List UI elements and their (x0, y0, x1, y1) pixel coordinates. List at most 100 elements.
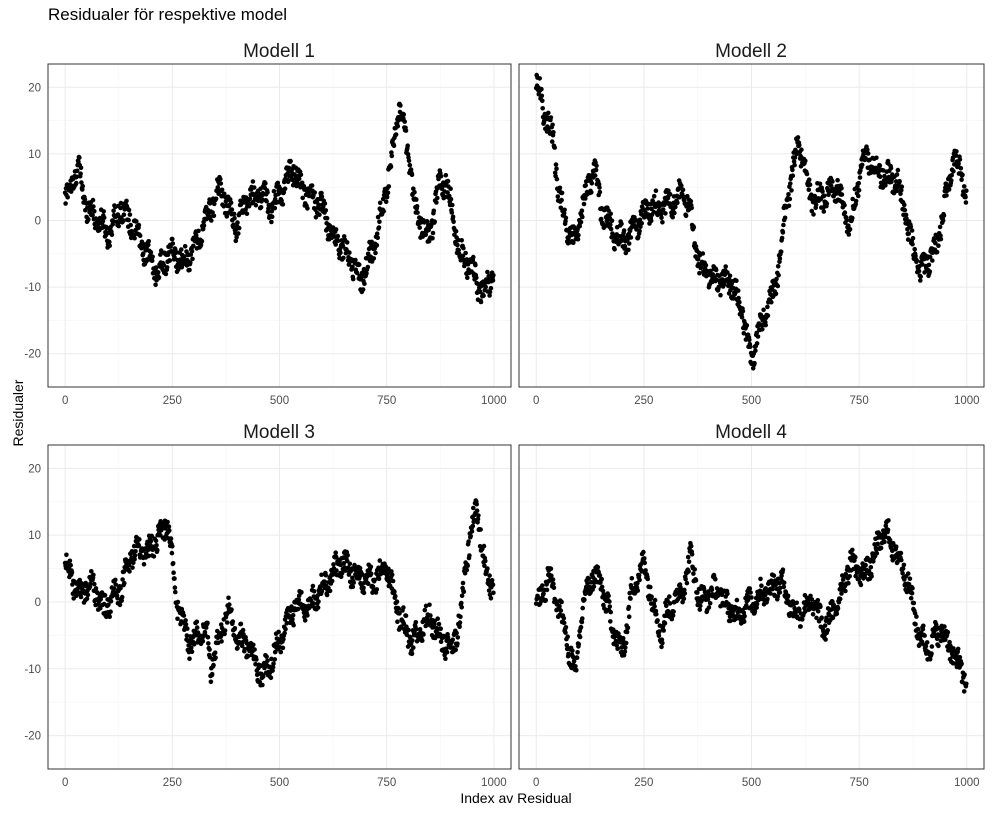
data-point (302, 618, 308, 623)
data-point (850, 196, 855, 202)
data-point (282, 630, 287, 636)
data-point (365, 581, 371, 586)
data-point (857, 175, 863, 180)
data-point (211, 213, 217, 219)
data-point (401, 621, 407, 626)
data-point (375, 235, 381, 241)
data-point (296, 597, 302, 603)
data-point (549, 139, 555, 144)
data-point (106, 602, 111, 608)
data-point (74, 174, 79, 180)
data-point (853, 198, 859, 204)
data-point (319, 572, 324, 578)
data-point (662, 620, 668, 626)
data-point (191, 243, 196, 249)
data-point (168, 536, 174, 541)
data-point (120, 577, 125, 582)
data-point (328, 228, 334, 233)
panel-3: Modell 3 -20 -10 0 10 20 0 250 500 750 1000 (24, 422, 512, 789)
data-point (910, 235, 916, 241)
x-tick-label: 500 (742, 395, 761, 407)
data-point (483, 284, 489, 290)
x-tick-label: 250 (634, 777, 653, 789)
data-point (680, 187, 686, 193)
data-point (113, 582, 118, 587)
data-point (707, 601, 713, 606)
data-point (102, 592, 108, 598)
data-point (230, 619, 236, 624)
data-point (179, 606, 185, 612)
data-point (422, 607, 428, 613)
data-point (289, 604, 294, 609)
data-point (403, 613, 409, 618)
data-point (329, 578, 335, 584)
data-point (765, 304, 770, 310)
data-point (910, 586, 915, 591)
data-point (101, 209, 106, 214)
data-point (819, 615, 824, 620)
data-point (539, 87, 544, 92)
y-tick-label: 0 (35, 597, 41, 609)
data-point (488, 596, 494, 601)
data-point (906, 231, 911, 236)
data-point (467, 553, 472, 558)
data-point (163, 271, 169, 277)
data-point (765, 596, 770, 602)
data-point (686, 569, 691, 574)
data-point (438, 173, 444, 179)
data-point (839, 186, 844, 191)
data-point (271, 661, 276, 666)
data-point (794, 600, 799, 606)
data-point (957, 157, 963, 162)
data-point (782, 215, 788, 221)
data-point (218, 181, 224, 186)
data-point (622, 243, 628, 249)
data-point (233, 238, 239, 244)
data-point (415, 210, 420, 215)
data-point (395, 619, 400, 624)
data-point (250, 179, 256, 184)
data-point (929, 651, 934, 656)
data-point (218, 622, 224, 627)
data-point (414, 204, 420, 209)
data-point (315, 605, 321, 610)
data-point (228, 200, 234, 205)
data-point (286, 165, 292, 171)
data-point (146, 242, 151, 248)
data-point (227, 602, 232, 607)
data-point (236, 639, 242, 645)
data-point (688, 199, 694, 204)
data-point (189, 649, 195, 654)
data-point (599, 584, 605, 590)
data-point (697, 270, 702, 276)
data-point (667, 594, 672, 599)
data-point (491, 273, 496, 278)
data-point (136, 222, 142, 228)
data-point (582, 597, 587, 603)
data-point (450, 637, 456, 642)
data-point (773, 291, 779, 297)
data-point (268, 675, 274, 681)
data-point (728, 618, 733, 624)
data-point (739, 315, 745, 320)
data-point (240, 210, 246, 215)
data-point (104, 226, 109, 231)
x-tick-label: 1000 (954, 395, 980, 407)
data-point (487, 573, 492, 578)
data-point (299, 180, 305, 186)
data-point (427, 602, 432, 608)
data-point (741, 619, 747, 624)
data-point (834, 611, 840, 617)
data-point (926, 262, 932, 268)
data-point (173, 589, 178, 595)
data-point (905, 571, 911, 576)
data-point (375, 214, 381, 220)
data-point (839, 192, 845, 197)
data-point (681, 596, 687, 602)
data-point (386, 184, 392, 189)
data-point (688, 543, 694, 549)
data-point (652, 604, 657, 609)
data-point (648, 584, 653, 590)
data-point (389, 153, 395, 159)
data-point (219, 187, 225, 193)
